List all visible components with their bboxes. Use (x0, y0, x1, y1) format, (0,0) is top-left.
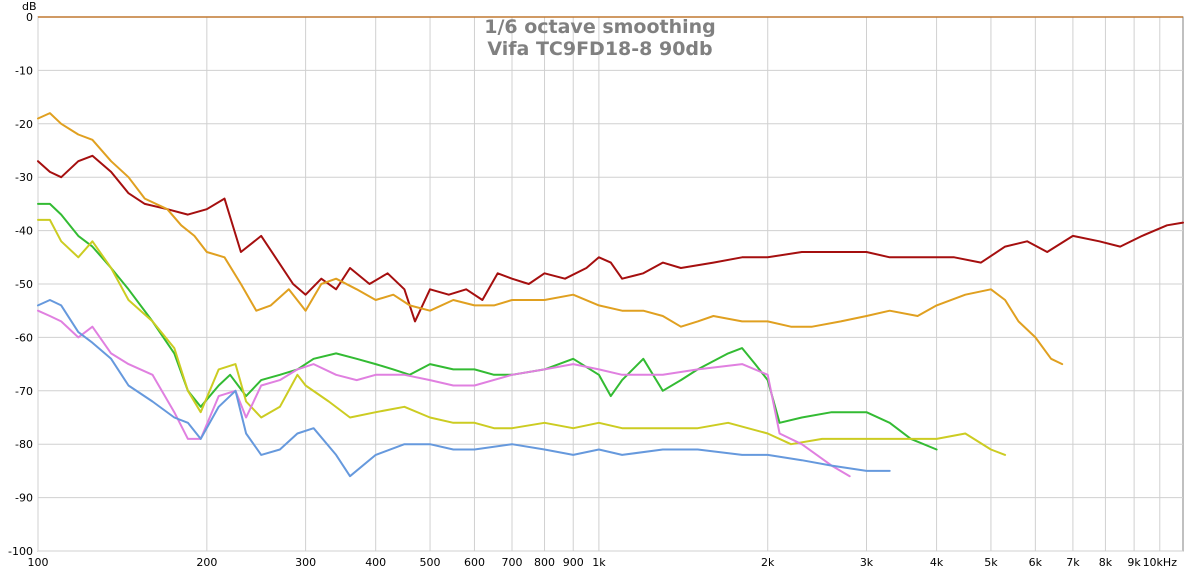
series-line-1 (37, 154, 1184, 323)
y-tick-label: -70 (15, 385, 33, 398)
y-tick-label: -60 (15, 331, 33, 344)
x-tick-labels: 100 200 300 400 500 600 700 800 900 1k 2k 3k 4k 5k 6k 7… (28, 556, 1178, 569)
x-tick-label: 4k (930, 556, 944, 569)
x-tick-label: 2k (761, 556, 775, 569)
x-tick-label: 600 (464, 556, 485, 569)
y-tick-label: -50 (15, 278, 33, 291)
x-tick-label: 500 (420, 556, 441, 569)
y-tick-label: -40 (15, 225, 33, 238)
x-tick-label: 800 (534, 556, 555, 569)
x-tick-label: 100 (28, 556, 49, 569)
y-tick-label: -10 (15, 64, 33, 77)
x-tick-label: 3k (860, 556, 874, 569)
x-tick-label: 9k (1127, 556, 1141, 569)
y-tick-label: -80 (15, 438, 33, 451)
y-tick-label: -100 (8, 545, 33, 558)
x-tick-label: 6k (1029, 556, 1043, 569)
x-tick-label: 300 (295, 556, 316, 569)
series-line-6 (37, 299, 891, 478)
y-tick-label: -90 (15, 492, 33, 505)
x-tick-label: 10kHz (1143, 556, 1178, 569)
series-line-5 (37, 309, 851, 478)
x-tick-label: 7k (1066, 556, 1080, 569)
x-tick-label: 900 (563, 556, 584, 569)
series-line-2 (37, 112, 1064, 366)
series-line-3 (37, 202, 938, 451)
y-unit-label: dB (22, 0, 37, 13)
x-tick-label: 200 (196, 556, 217, 569)
y-tick-label: 0 (26, 11, 33, 24)
chart-subtitle: Vifa TC9FD18-8 90db (487, 38, 712, 60)
x-tick-label: 8k (1099, 556, 1113, 569)
x-tick-label: 1k (592, 556, 606, 569)
x-tick-label: 5k (984, 556, 998, 569)
y-tick-label: -20 (15, 118, 33, 131)
series-line-4 (37, 218, 1007, 456)
y-tick-label: -30 (15, 171, 33, 184)
chart-title: 1/6 octave smoothing (484, 16, 716, 38)
x-tick-label: 400 (365, 556, 386, 569)
y-tick-labels: 0 -10 -20 -30 -40 -50 -60 -70 -80 -90 -100 (8, 11, 33, 558)
series-layer (37, 112, 1184, 478)
y-gridlines (38, 16, 1183, 552)
x-tick-label: 700 (502, 556, 523, 569)
